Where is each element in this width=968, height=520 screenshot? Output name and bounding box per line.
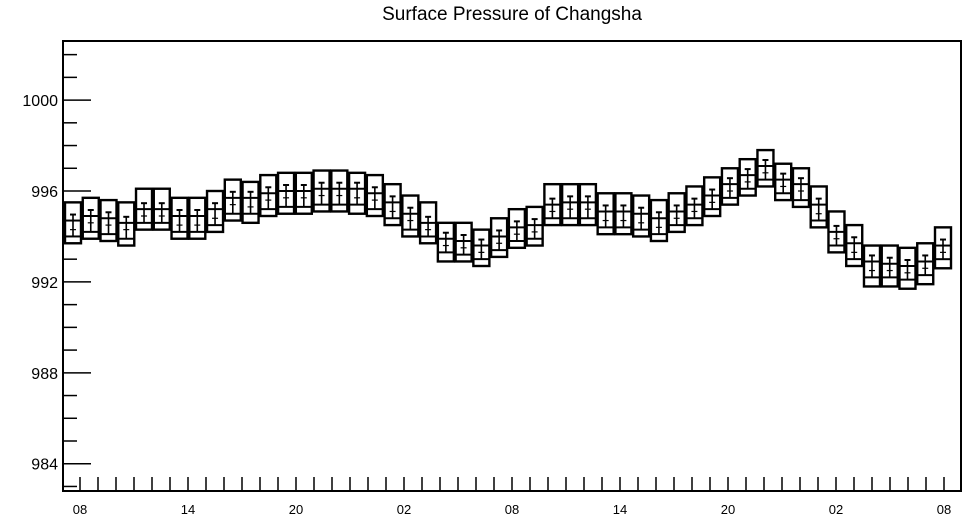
x-tick-label: 14	[613, 502, 627, 517]
box-mark	[702, 176, 722, 218]
box-mark	[489, 217, 509, 259]
box-mark	[401, 194, 420, 238]
box-mark	[685, 185, 704, 227]
box-mark	[418, 201, 438, 245]
box-mark	[99, 198, 118, 243]
box-mark	[720, 167, 740, 206]
box-mark	[631, 194, 651, 238]
box-mark	[330, 169, 349, 213]
x-tick-label: 20	[289, 502, 303, 517]
box-mark	[81, 196, 100, 240]
box-mark	[241, 180, 260, 225]
box-mark	[152, 187, 171, 231]
y-tick-label: 988	[31, 366, 58, 383]
box-mark	[667, 192, 686, 234]
box-mark	[436, 221, 456, 263]
chart-title: Surface Pressure of Changsha	[382, 4, 642, 25]
box-mark	[543, 182, 562, 227]
box-mark	[507, 207, 527, 250]
box-mark	[738, 157, 757, 197]
box-mark	[614, 192, 633, 236]
box-mark	[862, 244, 882, 288]
box-mark	[312, 169, 331, 213]
box-mark	[774, 162, 793, 202]
box-mark	[578, 182, 598, 227]
box-mark	[933, 226, 953, 270]
box-mark	[170, 196, 189, 240]
y-tick-label: 984	[31, 457, 58, 474]
box-mark	[383, 182, 402, 227]
y-tick-label: 992	[31, 275, 58, 292]
y-axis: 984 988 992 996 1000	[22, 53, 91, 488]
box-mark	[525, 205, 544, 247]
y-tick-label: 996	[31, 184, 58, 201]
box-mark	[117, 201, 136, 247]
x-tick-label: 02	[397, 502, 411, 517]
x-tick-label: 08	[937, 502, 951, 517]
box-mark	[365, 173, 385, 218]
x-tick-label: 08	[73, 502, 87, 517]
box-mark	[454, 221, 473, 263]
x-tick-label: 14	[181, 502, 195, 517]
box-mark	[347, 171, 367, 215]
box-mark	[791, 167, 811, 209]
box-mark	[134, 187, 154, 231]
x-tick-label: 08	[505, 502, 519, 517]
box-mark	[472, 228, 491, 268]
box-mark	[560, 182, 580, 227]
box-mark	[596, 192, 615, 236]
box-mark	[294, 171, 314, 215]
box-mark	[880, 244, 899, 288]
box-mark	[205, 189, 225, 234]
box-mark	[827, 210, 846, 254]
box-mark	[845, 223, 864, 268]
x-axis: 08 14 20 02 08 14 20 02 08	[73, 477, 951, 517]
x-tick-label: 20	[721, 502, 735, 517]
box-mark	[756, 148, 775, 188]
box-mark	[259, 173, 278, 218]
box-mark	[898, 246, 917, 290]
box-mark	[916, 242, 935, 286]
x-tick-label: 02	[829, 502, 843, 517]
box-mark	[809, 185, 828, 229]
box-mark	[276, 171, 296, 215]
plot-frame	[62, 40, 962, 492]
box-series	[63, 148, 953, 290]
box-mark	[63, 201, 83, 245]
y-tick-label: 1000	[22, 93, 58, 110]
box-mark	[649, 198, 669, 243]
box-mark	[223, 178, 242, 222]
box-mark	[188, 196, 207, 240]
